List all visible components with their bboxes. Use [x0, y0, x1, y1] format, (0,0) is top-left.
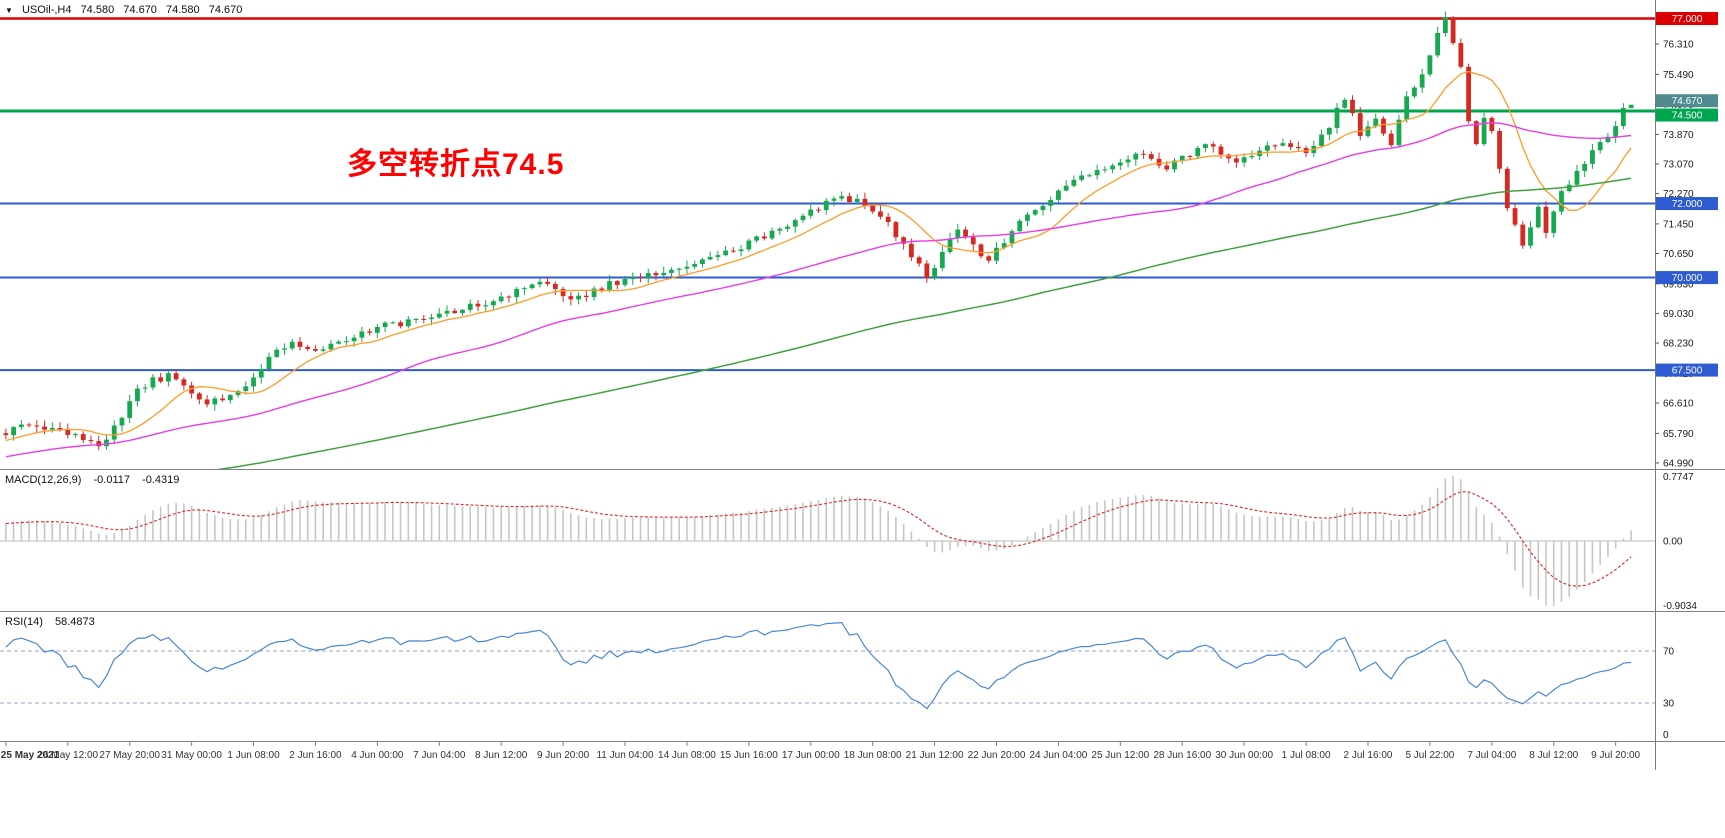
level-price-badge-label: 77.000	[1672, 14, 1703, 25]
time-axis-label: 26 May 12:00	[37, 750, 98, 761]
time-axis-label: 25 May 2021	[1, 750, 60, 761]
time-axis-label: 21 Jun 12:00	[906, 750, 964, 761]
chart-title: ▼ USOil-,H4 74.580 74.670 74.580 74.670	[5, 4, 248, 16]
price-tick-label: 75.490	[1663, 70, 1694, 81]
chart-annotation: 多空转折点74.5	[347, 148, 565, 181]
level-price-badge	[1656, 363, 1718, 377]
rsi-line	[5, 621, 1632, 710]
level-price-badge-label: 67.500	[1672, 366, 1703, 377]
price-tick-label: 76.310	[1663, 40, 1694, 51]
time-axis-label: 7 Jul 04:00	[1467, 750, 1516, 761]
time-axis-label: 30 Jun 00:00	[1215, 750, 1273, 761]
price-open: 74.580	[80, 4, 115, 16]
ma-mid-line	[5, 122, 1632, 458]
price-tick-label: 70.650	[1663, 249, 1694, 260]
macd-indicator-label: MACD(12,26,9) -0.0117 -0.4319	[5, 474, 188, 486]
price-tick-label: 68.230	[1663, 339, 1694, 350]
level-price-badge	[1656, 108, 1718, 122]
current-price-badge	[1656, 94, 1718, 108]
time-axis-label: 9 Jun 20:00	[537, 750, 590, 761]
ma-fast-line	[5, 70, 1632, 442]
time-axis-label: 22 Jun 20:00	[968, 750, 1026, 761]
price-high: 74.670	[123, 4, 157, 16]
ma-slow-line	[210, 177, 1632, 470]
candlestick-series	[3, 11, 1634, 451]
time-axis-label: 4 Jun 00:00	[351, 750, 404, 761]
time-axis-label: 1 Jun 08:00	[227, 750, 280, 761]
time-axis-label: 15 Jun 16:00	[720, 750, 778, 761]
time-axis-label: 14 Jun 08:00	[658, 750, 716, 761]
price-tick-label: 64.990	[1663, 458, 1694, 469]
rsi-scale-label: 0	[1663, 730, 1669, 741]
rsi-scale-label: 70	[1663, 647, 1675, 658]
price-close: 74.670	[208, 4, 243, 16]
time-axis-label: 8 Jun 12:00	[475, 750, 528, 761]
macd-pane-canvas[interactable]: 0.7747 0.00 -0.9034	[0, 470, 1725, 612]
level-price-badge-label: 70.000	[1672, 273, 1703, 284]
level-price-badge-label: 74.500	[1672, 111, 1703, 122]
time-axis-label: 31 May 00:00	[161, 750, 222, 761]
macd-scale-label: 0.7747	[1663, 472, 1694, 483]
time-axis-label: 25 Jun 12:00	[1091, 750, 1149, 761]
current-price-badge-label: 74.670	[1672, 96, 1703, 107]
level-price-badge-label: 72.000	[1672, 199, 1703, 210]
level-price-badge	[1656, 12, 1718, 26]
level-price-badge	[1656, 271, 1718, 285]
price-tick-label: 65.790	[1663, 429, 1694, 440]
time-axis-label: 5 Jul 22:00	[1405, 750, 1454, 761]
time-axis-label: 24 Jun 04:00	[1030, 750, 1088, 761]
time-axis-label: 27 May 20:00	[99, 750, 160, 761]
symbol-timeframe: USOil-,H4	[21, 4, 72, 16]
price-tick-label: 69.830	[1663, 279, 1694, 290]
time-axis-label: 17 Jun 00:00	[782, 750, 840, 761]
macd-main-value: -0.0117	[93, 474, 130, 486]
rsi-value: 58.4873	[54, 616, 95, 628]
time-axis-label: 2 Jul 16:00	[1344, 750, 1393, 761]
macd-signal-line	[5, 491, 1632, 587]
macd-signal-value: -0.4319	[142, 474, 180, 486]
macd-histogram	[5, 476, 1632, 606]
macd-scale-bg[interactable]	[1655, 470, 1725, 612]
rsi-scale-label: 30	[1663, 699, 1675, 710]
price-tick-label: 71.450	[1663, 219, 1694, 230]
macd-name: MACD(12,26,9)	[5, 474, 82, 486]
price-tick-label: 73.870	[1663, 130, 1694, 141]
macd-scale-label: -0.9034	[1663, 601, 1697, 612]
price-tick-label: 73.070	[1663, 159, 1694, 170]
time-axis-label: 2 Jun 16:00	[289, 750, 342, 761]
rsi-indicator-label: RSI(14) 58.4873	[5, 616, 104, 628]
time-axis-label: 1 Jul 08:00	[1282, 750, 1331, 761]
price-tick-label: 72.270	[1663, 189, 1694, 200]
price-tick-label: 66.610	[1663, 399, 1694, 410]
rsi-scale-bg[interactable]	[1655, 612, 1725, 742]
price-tick-label: 69.030	[1663, 309, 1694, 320]
price-low: 74.580	[166, 4, 200, 16]
rsi-name: RSI(14)	[5, 616, 43, 628]
time-axis-label: 18 Jun 08:00	[844, 750, 902, 761]
main-chart-canvas[interactable]: 76.310 75.490 74.670 73.870 73.070 72.270 71.4…	[0, 0, 1725, 470]
symbol-dropdown-icon[interactable]: ▼	[5, 6, 13, 15]
time-axis-label: 28 Jun 16:00	[1153, 750, 1211, 761]
time-axis-label: 8 Jul 12:00	[1529, 750, 1578, 761]
time-axis-label: 9 Jul 20:00	[1591, 750, 1640, 761]
time-axis-label: 11 Jun 04:00	[596, 750, 654, 761]
macd-scale-label: 0.00	[1663, 536, 1683, 547]
price-scale-bg[interactable]	[1655, 0, 1725, 470]
time-axis-label: 7 Jun 04:00	[413, 750, 466, 761]
rsi-pane-canvas[interactable]: 70 30 0	[0, 612, 1725, 742]
level-price-badge	[1656, 197, 1718, 211]
